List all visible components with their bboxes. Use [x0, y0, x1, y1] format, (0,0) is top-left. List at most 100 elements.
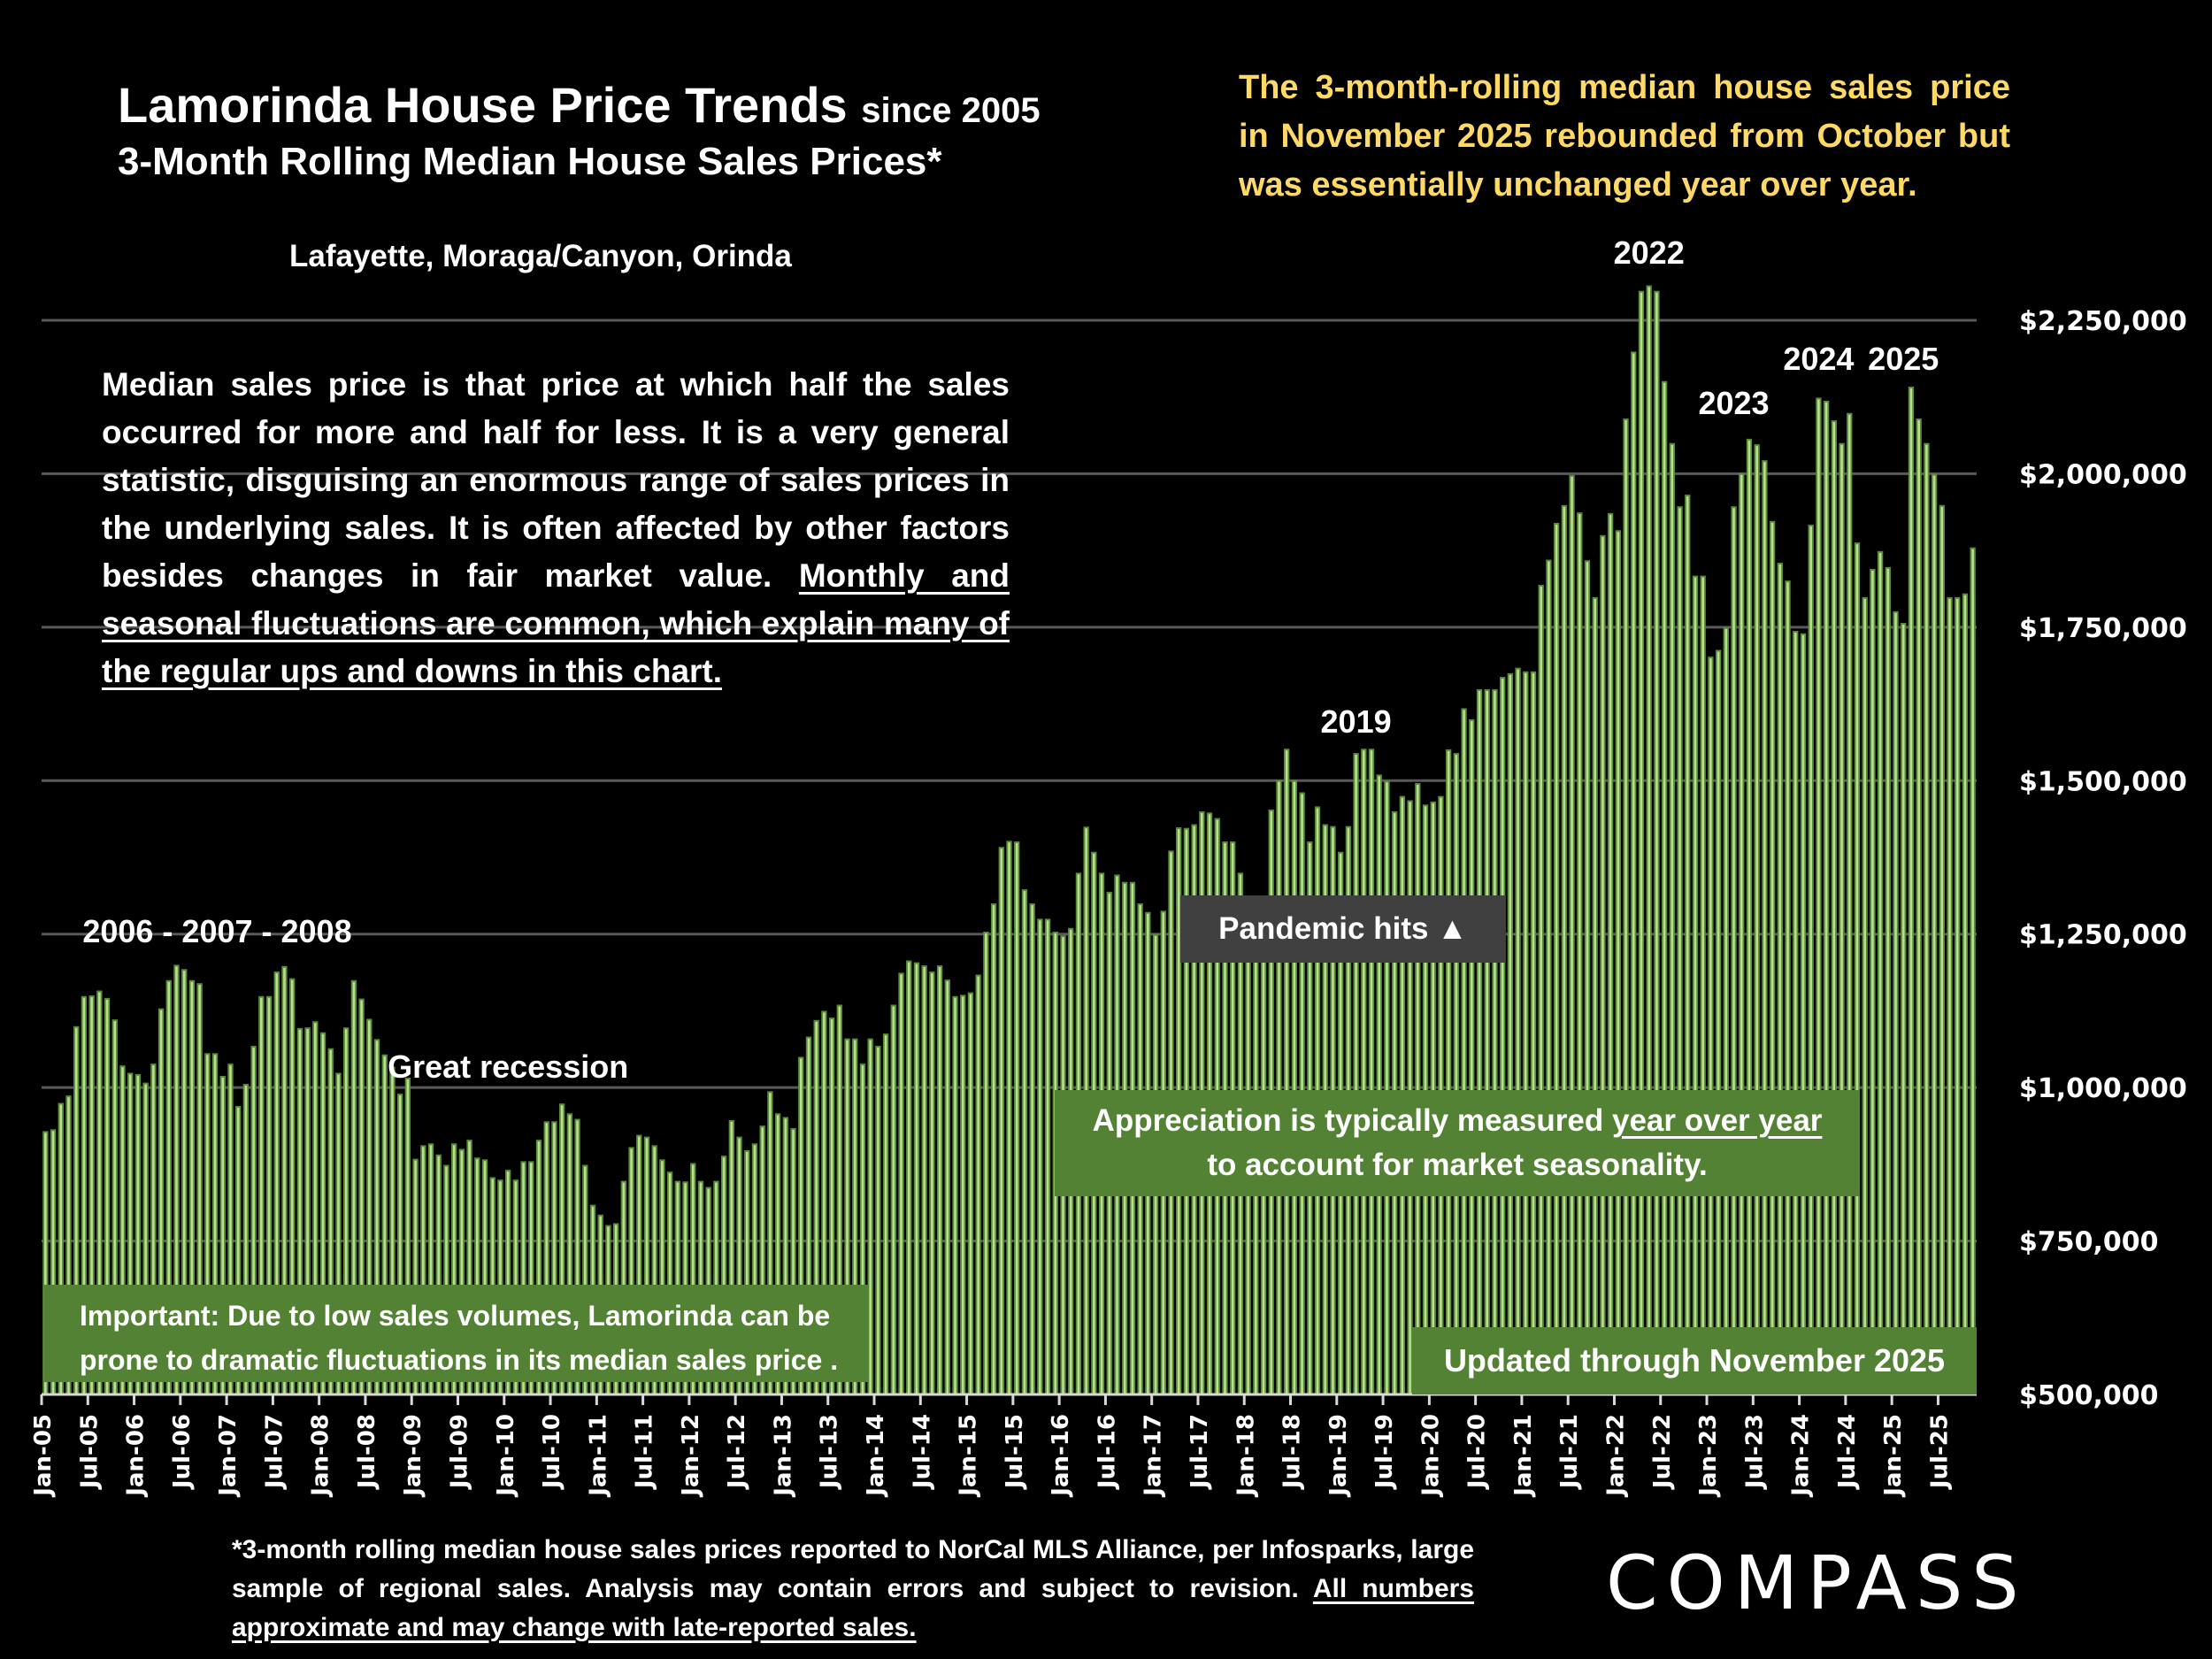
title-suffix: since 2005: [861, 91, 1041, 130]
bar: [859, 1064, 866, 1394]
bar-highlight: [931, 973, 933, 1394]
x-tick-label: Jan-18: [1233, 1414, 1259, 1498]
bar-highlight: [691, 1164, 695, 1394]
bar-highlight: [1801, 634, 1805, 1394]
bar-highlight: [769, 1093, 772, 1394]
bar-highlight: [468, 1141, 471, 1394]
bar: [1700, 575, 1706, 1394]
bar: [1507, 672, 1514, 1394]
bar-highlight: [1548, 561, 1550, 1394]
bar-highlight: [67, 1097, 70, 1394]
bar: [1638, 290, 1645, 1395]
bar-highlight: [398, 1095, 402, 1394]
bar: [975, 974, 981, 1394]
bar-highlight: [244, 1085, 248, 1394]
bar-highlight: [1817, 399, 1820, 1395]
bar: [736, 1136, 742, 1394]
bar: [389, 1066, 396, 1394]
bar: [1592, 596, 1598, 1394]
bar: [312, 1021, 319, 1394]
bar: [58, 1102, 64, 1394]
bar: [1615, 530, 1621, 1394]
bar: [1816, 397, 1822, 1395]
bar-highlight: [306, 1029, 309, 1394]
chart-subtitle: 3-Month Rolling Median House Sales Price…: [118, 140, 942, 183]
bar-highlight: [1617, 532, 1620, 1394]
bar: [504, 1170, 511, 1394]
x-tick-label: Jul-10: [539, 1414, 565, 1490]
bar: [836, 1004, 842, 1394]
bar: [967, 992, 974, 1394]
bar-highlight: [992, 905, 995, 1394]
bar: [1577, 512, 1583, 1394]
x-tick-label: Jul-11: [632, 1414, 658, 1490]
bar-highlight: [576, 1120, 579, 1394]
bar: [1831, 420, 1837, 1394]
bar-highlight: [213, 1055, 217, 1394]
chart-annotation: 2023: [1698, 385, 1769, 421]
bar: [181, 969, 188, 1394]
bar-highlight: [1494, 690, 1496, 1394]
bar-highlight: [784, 1118, 787, 1394]
bar-highlight: [144, 1084, 147, 1394]
bar-highlight: [583, 1166, 587, 1394]
bar-highlight: [1640, 292, 1643, 1395]
bar-highlight: [221, 1077, 225, 1394]
bar-highlight: [1039, 920, 1041, 1394]
bar-highlight: [877, 1047, 879, 1394]
bar: [1916, 418, 1922, 1395]
x-tick-label: Jul-18: [1279, 1414, 1306, 1490]
bar-highlight: [1871, 570, 1874, 1394]
bar-highlight: [1940, 506, 1944, 1394]
bar-highlight: [337, 1074, 340, 1394]
bar-highlight: [167, 981, 171, 1394]
bar-highlight: [175, 966, 178, 1394]
bar: [265, 995, 273, 1394]
bar-highlight: [799, 1058, 803, 1394]
bar: [998, 847, 1004, 1394]
bar: [774, 1113, 781, 1394]
bar: [782, 1117, 788, 1394]
bar-highlight: [537, 1141, 541, 1394]
bar: [1445, 749, 1452, 1394]
bar-highlight: [938, 967, 941, 1394]
bar: [1631, 351, 1637, 1395]
bar: [1006, 841, 1012, 1394]
bar-highlight: [1517, 669, 1519, 1394]
x-tick-label: Jul-22: [1649, 1414, 1676, 1490]
bar-highlight: [1571, 476, 1573, 1395]
bar-highlight: [1447, 750, 1450, 1394]
bar: [744, 1149, 750, 1394]
bar-highlight: [437, 1156, 441, 1394]
bar-highlight: [414, 1160, 417, 1394]
bar-highlight: [522, 1163, 525, 1394]
x-tick-label: Jan-05: [30, 1414, 57, 1498]
bar: [1646, 285, 1652, 1395]
y-tick-label: $750,000: [2019, 1227, 2159, 1258]
bar: [235, 1105, 242, 1394]
bar: [427, 1143, 434, 1394]
bar-highlight: [321, 1033, 325, 1394]
bar: [1515, 667, 1521, 1394]
chart-title: Lamorinda House Price Trends since 2005: [118, 76, 1041, 134]
bar-highlight: [1478, 690, 1481, 1394]
bar: [551, 1121, 557, 1394]
bar-highlight: [159, 1010, 163, 1394]
bar: [1376, 774, 1382, 1394]
bar-highlight: [1763, 462, 1766, 1394]
bar-highlight: [1709, 658, 1712, 1394]
y-tick-label: $2,000,000: [2019, 459, 2187, 490]
bar-highlight: [553, 1123, 556, 1394]
bar: [690, 1163, 696, 1394]
bar-highlight: [892, 1006, 895, 1394]
bar: [636, 1134, 642, 1394]
y-tick-label: $1,500,000: [2019, 766, 2187, 797]
updated-through-badge: Updated through November 2025: [1412, 1327, 1977, 1394]
y-tick-label: $1,750,000: [2019, 613, 2187, 644]
x-tick-label: Jan-21: [1510, 1414, 1537, 1498]
appreciation-underlined: year over year: [1612, 1103, 1823, 1138]
bar: [543, 1121, 549, 1394]
bar-highlight: [1609, 514, 1612, 1394]
x-tick-label: Jul-25: [1926, 1414, 1953, 1490]
title-main: Lamorinda House Price Trends: [118, 77, 848, 133]
